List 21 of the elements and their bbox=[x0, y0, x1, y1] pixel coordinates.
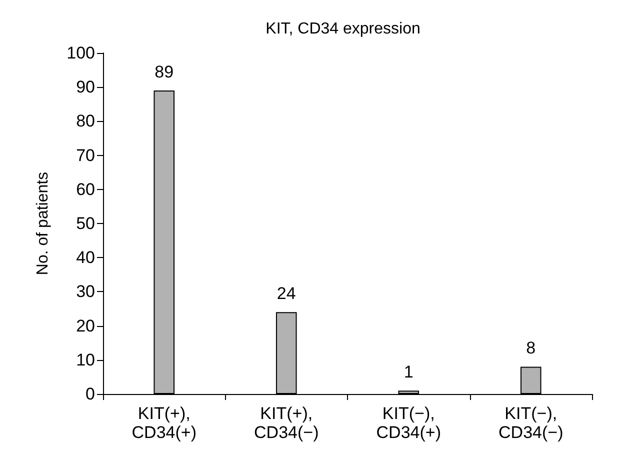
x-tick-label: KIT(−), CD34(−) bbox=[498, 404, 564, 442]
data-label: 89 bbox=[154, 62, 174, 82]
y-tick-label: 40 bbox=[76, 248, 95, 268]
y-tick-label: 0 bbox=[86, 384, 95, 404]
y-tick-label: 80 bbox=[76, 112, 95, 131]
x-tick-label: KIT(+), CD34(−) bbox=[254, 404, 319, 442]
data-label: 1 bbox=[404, 362, 414, 382]
y-tick-label: 90 bbox=[76, 78, 95, 97]
data-label: 8 bbox=[526, 338, 536, 358]
y-tick-label: 20 bbox=[76, 316, 95, 336]
y-tick-label: 70 bbox=[76, 146, 95, 165]
y-tick-label: 60 bbox=[76, 180, 95, 199]
x-tick-label: KIT(+), CD34(+) bbox=[132, 404, 196, 442]
x-tick-label: KIT(−), CD34(+) bbox=[376, 404, 441, 442]
y-axis-title: No. of patients bbox=[34, 172, 52, 276]
y-tick-label: 10 bbox=[76, 350, 95, 370]
chart-title: KIT, CD34 expression bbox=[266, 20, 420, 38]
data-label: 24 bbox=[276, 284, 296, 304]
y-tick-label: 100 bbox=[66, 44, 95, 62]
y-tick-label: 50 bbox=[76, 214, 95, 233]
y-tick-label: 30 bbox=[76, 282, 95, 302]
